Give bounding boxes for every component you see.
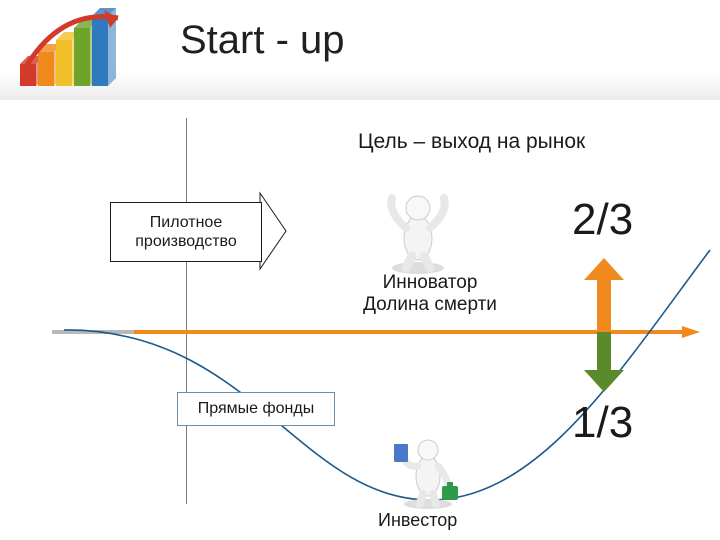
page-title: Start - up xyxy=(180,18,345,63)
fraction-2-3: 2/3 xyxy=(572,195,633,245)
valley-of-death-label: Долина смерти xyxy=(340,294,520,316)
header-bar xyxy=(0,0,720,100)
innovator-label: Инноватор xyxy=(340,272,520,294)
pilot-production-label: Пилотное производство xyxy=(111,213,261,251)
innovator-labels: Инноватор Долина смерти xyxy=(340,272,520,316)
vertical-divider xyxy=(186,118,187,504)
fraction-1-3: 1/3 xyxy=(572,398,633,448)
investor-label: Инвестор xyxy=(378,510,457,531)
goal-subtitle: Цель – выход на рынок xyxy=(358,130,585,154)
direct-funds-label: Прямые фонды xyxy=(198,399,314,418)
